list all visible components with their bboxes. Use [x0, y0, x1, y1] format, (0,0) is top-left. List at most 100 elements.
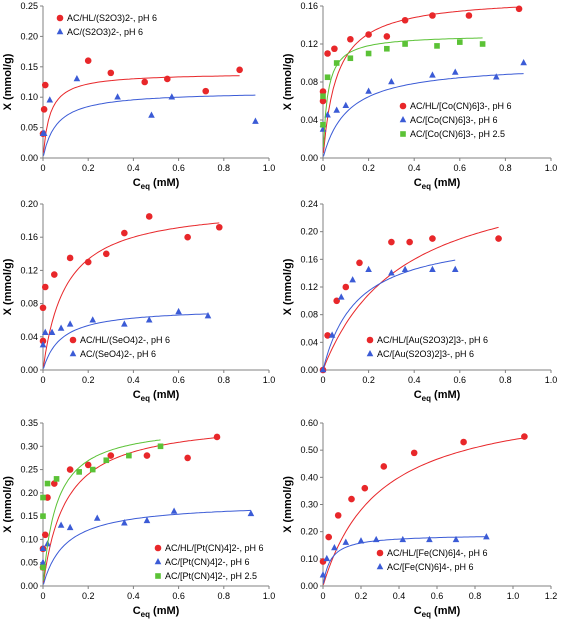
data-point: [46, 96, 54, 103]
series-2: [39, 307, 212, 369]
series-3: [40, 439, 164, 581]
data-point: [184, 233, 191, 241]
legend-marker: [376, 549, 384, 557]
x-tick-label: 0.2: [82, 163, 95, 173]
data-point: [388, 78, 395, 85]
y-tick-label: 0.10: [20, 534, 38, 544]
data-point: [460, 438, 467, 446]
y-tick-label: 0.16: [300, 254, 318, 264]
x-axis-label: Ceq (mM): [133, 389, 180, 403]
data-point: [184, 454, 191, 462]
legend-marker: [69, 350, 77, 357]
data-point: [401, 265, 409, 273]
data-point: [170, 507, 178, 514]
fit-curve: [323, 6, 520, 153]
data-point: [41, 283, 49, 291]
legend: AC/HL/[Au(S2O3)2]3-, pH 6 AC/[Au(S2O3)2]3…: [366, 335, 488, 359]
x-tick-label: 0: [320, 375, 325, 385]
series-1: [319, 433, 528, 585]
data-point: [333, 106, 340, 113]
data-point: [121, 320, 128, 327]
legend-entry: AC/[Au(S2O3)2]3-, pH 6: [377, 349, 474, 359]
data-point: [107, 452, 115, 459]
data-point: [356, 259, 363, 267]
legend-marker: [376, 563, 384, 570]
data-point: [143, 452, 151, 459]
data-point: [365, 31, 372, 38]
data-point: [410, 449, 418, 457]
y-tick-label: 0.25: [20, 1, 38, 11]
data-point: [492, 73, 500, 80]
data-point: [434, 43, 440, 49]
x-tick-label: 1.0: [263, 591, 276, 601]
data-point: [319, 88, 327, 95]
data-point: [319, 97, 327, 105]
y-tick-label: 0.20: [20, 199, 38, 209]
data-point: [319, 366, 327, 373]
data-point: [102, 250, 110, 258]
x-tick-label: 0.8: [469, 591, 482, 601]
data-point: [39, 544, 47, 552]
data-point: [451, 265, 459, 273]
data-point: [84, 461, 92, 469]
chart-panel-2: 0.00 0.04 0.08 0.12 0.16 0 0.2 0.4 0.6 0.8 1.0 X (m…: [282, 1, 557, 191]
data-point: [168, 93, 176, 100]
y-tick-label: 0.30: [20, 441, 38, 451]
series-1: [39, 213, 223, 367]
data-point: [456, 39, 463, 45]
data-point: [342, 538, 350, 545]
data-point: [41, 328, 49, 335]
fit-curve: [323, 73, 524, 157]
x-tick-label: 0.4: [393, 591, 406, 601]
x-tick-label: 0: [320, 163, 325, 173]
chart-panel-6: 0.00 0.10 0.20 0.30 0.40 0.50 0.60 0 0.2 0.4 0.6 0.…: [282, 418, 557, 619]
legend-marker: [56, 28, 64, 35]
data-point: [121, 229, 128, 237]
x-tick-label: 0.2: [82, 591, 95, 601]
data-point: [324, 74, 331, 81]
x-tick-label: 1.0: [507, 591, 520, 601]
x-tick-label: 0.6: [172, 591, 185, 601]
data-point: [342, 101, 350, 109]
data-point: [40, 494, 46, 501]
y-tick-label: 0.00: [20, 581, 38, 591]
data-point: [39, 341, 47, 348]
data-point: [383, 33, 391, 40]
data-point: [325, 533, 333, 541]
data-point: [429, 235, 436, 242]
data-point: [399, 535, 407, 543]
data-point: [252, 117, 259, 124]
data-point: [388, 269, 395, 276]
x-axis-label: Ceq (mM): [133, 177, 180, 191]
data-point: [324, 50, 331, 57]
y-tick-label: 0.24: [300, 199, 318, 209]
data-point: [44, 494, 51, 501]
x-tick-label: 0.8: [499, 163, 512, 173]
x-tick-label: 1.0: [263, 163, 276, 173]
y-tick-label: 0.20: [300, 227, 318, 237]
legend-entry: AC/HL/[Pt(CN)4]2-, pH 6: [165, 543, 264, 553]
data-point: [51, 480, 58, 487]
y-tick-label: 0.50: [300, 445, 318, 455]
x-tick-label: 0.6: [172, 375, 185, 385]
series-2: [319, 533, 490, 584]
y-tick-label: 0.10: [20, 92, 38, 102]
data-point: [347, 35, 354, 43]
data-point: [175, 307, 182, 315]
y-tick-label: 0.04: [300, 337, 318, 347]
fit-curve: [323, 226, 499, 369]
y-axis-label: X (mmol/g): [282, 476, 294, 533]
data-point: [143, 516, 151, 524]
data-point: [145, 316, 153, 323]
data-point: [51, 271, 58, 278]
data-point: [323, 554, 331, 562]
x-tick-label: 0.8: [499, 375, 512, 385]
data-point: [465, 12, 473, 19]
series-2: [319, 59, 527, 157]
legend: AC/HL/[Co(CN)6]3-, pH 6 AC/[Co(CN)6]3-, p…: [399, 101, 512, 139]
data-point: [365, 87, 372, 94]
series-2: [39, 507, 255, 585]
x-tick-label: 0: [40, 591, 45, 601]
fit-curve: [322, 536, 487, 584]
legend-entry: AC/HL/(SeO4)2-, pH 6: [80, 335, 170, 345]
